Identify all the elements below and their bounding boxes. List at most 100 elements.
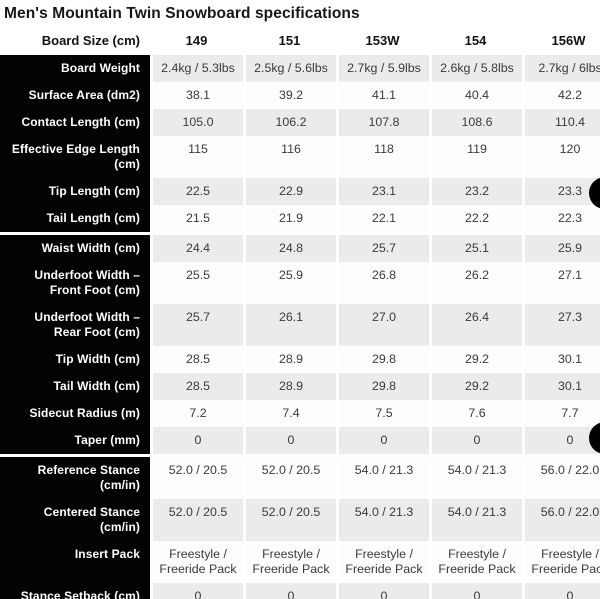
floating-action-button-upper[interactable] xyxy=(589,177,600,209)
row-label: Tail Length (cm) xyxy=(0,205,150,232)
table-row: Reference Stance (cm/in) 52.0 / 20.5 52.0 … xyxy=(0,454,600,499)
row-label: Tip Width (cm) xyxy=(0,346,150,373)
spec-value: 22.3 xyxy=(522,205,600,232)
table-row: Centered Stance (cm/in) 52.0 / 20.5 52.0 /… xyxy=(0,499,600,541)
spec-value: 119 xyxy=(429,136,522,178)
spec-value: 52.0 / 20.5 xyxy=(243,454,336,499)
spec-value: 26.2 xyxy=(429,262,522,304)
spec-value: 120 xyxy=(522,136,600,178)
spec-value: 42.2 xyxy=(522,82,600,109)
spec-value: 7.4 xyxy=(243,400,336,427)
table-row: Taper (mm) 0 0 0 0 0 xyxy=(0,427,600,454)
spec-value: Freestyle / Freeride Pack xyxy=(150,541,243,583)
spec-value: 27.3 xyxy=(522,304,600,346)
row-label: Insert Pack xyxy=(0,541,150,583)
spec-value: 29.8 xyxy=(336,373,429,400)
table-row: Surface Area (dm2) 38.1 39.2 41.1 40.4 42.2 xyxy=(0,82,600,109)
spec-value: 21.5 xyxy=(150,205,243,232)
spec-value: Freestyle / Freeride Pack xyxy=(429,541,522,583)
row-label: Stance Setback (cm) xyxy=(0,583,150,599)
spec-value: 2.4kg / 5.3lbs xyxy=(150,55,243,82)
spec-value: 30.1 xyxy=(522,346,600,373)
table-row: Sidecut Radius (m) 7.2 7.4 7.5 7.6 7.7 xyxy=(0,400,600,427)
spec-value: 0 xyxy=(522,427,600,454)
spec-value: 29.2 xyxy=(429,346,522,373)
row-label: Contact Length (cm) xyxy=(0,109,150,136)
spec-value: 24.8 xyxy=(243,232,336,262)
spec-value: 0 xyxy=(336,427,429,454)
column-header-151: 151 xyxy=(243,27,336,55)
spec-value: 0 xyxy=(243,583,336,599)
spec-value: 22.9 xyxy=(243,178,336,205)
spec-value: 22.1 xyxy=(336,205,429,232)
spec-value: 54.0 / 21.3 xyxy=(429,454,522,499)
spec-value: 7.6 xyxy=(429,400,522,427)
table-row: Tail Length (cm) 21.5 21.9 22.1 22.2 22.3 xyxy=(0,205,600,232)
spec-value: 0 xyxy=(429,427,522,454)
spec-value: 2.7kg / 6lbs xyxy=(522,55,600,82)
row-label: Sidecut Radius (m) xyxy=(0,400,150,427)
spec-value: 2.7kg / 5.9lbs xyxy=(336,55,429,82)
row-label: Waist Width (cm) xyxy=(0,232,150,262)
table-row: Tail Width (cm) 28.5 28.9 29.8 29.2 30.1 xyxy=(0,373,600,400)
column-header-153w: 153W xyxy=(336,27,429,55)
row-label: Board Weight xyxy=(0,55,150,82)
floating-action-button-lower[interactable] xyxy=(589,422,600,454)
spec-value: 118 xyxy=(336,136,429,178)
spec-value: 23.3 xyxy=(522,178,600,205)
spec-value: 28.9 xyxy=(243,346,336,373)
spec-value: 52.0 / 20.5 xyxy=(243,499,336,541)
spec-value: 22.2 xyxy=(429,205,522,232)
spec-value: 54.0 / 21.3 xyxy=(336,454,429,499)
spec-value: 26.1 xyxy=(243,304,336,346)
spec-value: 28.5 xyxy=(150,346,243,373)
spec-value: 25.7 xyxy=(336,232,429,262)
specifications-table: Board Size (cm) 149 151 153W 154 156W Bo… xyxy=(0,27,600,599)
spec-value: 106.2 xyxy=(243,109,336,136)
spec-value: 54.0 / 21.3 xyxy=(429,499,522,541)
spec-value: 0 xyxy=(150,427,243,454)
spec-table-scroll-area[interactable]: Board Size (cm) 149 151 153W 154 156W Bo… xyxy=(0,27,600,599)
column-header-156w: 156W xyxy=(522,27,600,55)
row-label: Surface Area (dm2) xyxy=(0,82,150,109)
spec-value: 108.6 xyxy=(429,109,522,136)
spec-value: 25.9 xyxy=(243,262,336,304)
spec-value: 29.8 xyxy=(336,346,429,373)
spec-value: 2.6kg / 5.8lbs xyxy=(429,55,522,82)
spec-table-body: Board Weight 2.4kg / 5.3lbs 2.5kg / 5.6lbs… xyxy=(0,55,600,599)
row-label: Tip Length (cm) xyxy=(0,178,150,205)
spec-value: 30.1 xyxy=(522,373,600,400)
spec-value: 40.4 xyxy=(429,82,522,109)
spec-value: 22.5 xyxy=(150,178,243,205)
spec-value: 25.7 xyxy=(150,304,243,346)
spec-value: 7.2 xyxy=(150,400,243,427)
table-row: Insert Pack Freestyle / Freeride Pack Free… xyxy=(0,541,600,583)
spec-value: 2.5kg / 5.6lbs xyxy=(243,55,336,82)
row-label: Underfoot Width – Front Foot (cm) xyxy=(0,262,150,304)
spec-value: 29.2 xyxy=(429,373,522,400)
spec-value: 0 xyxy=(336,583,429,599)
spec-value: 56.0 / 22.0 xyxy=(522,499,600,541)
spec-value: 7.5 xyxy=(336,400,429,427)
spec-value: 21.9 xyxy=(243,205,336,232)
header-row: Board Size (cm) 149 151 153W 154 156W xyxy=(0,27,600,55)
spec-value: 0 xyxy=(243,427,336,454)
spec-value: 26.4 xyxy=(429,304,522,346)
column-header-154: 154 xyxy=(429,27,522,55)
spec-value: 23.2 xyxy=(429,178,522,205)
spec-value: 27.0 xyxy=(336,304,429,346)
row-label: Effective Edge Length (cm) xyxy=(0,136,150,178)
table-row: Waist Width (cm) 24.4 24.8 25.7 25.1 25.9 xyxy=(0,232,600,262)
spec-value: 26.8 xyxy=(336,262,429,304)
spec-value: 116 xyxy=(243,136,336,178)
spec-value: 52.0 / 20.5 xyxy=(150,454,243,499)
table-row: Effective Edge Length (cm) 115 116 118 119 12… xyxy=(0,136,600,178)
spec-value: 28.5 xyxy=(150,373,243,400)
spec-value: 0 xyxy=(150,583,243,599)
spec-value: 54.0 / 21.3 xyxy=(336,499,429,541)
spec-value: 7.7 xyxy=(522,400,600,427)
row-label: Centered Stance (cm/in) xyxy=(0,499,150,541)
row-label: Taper (mm) xyxy=(0,427,150,454)
spec-value: 52.0 / 20.5 xyxy=(150,499,243,541)
spec-value: Freestyle / Freeride Pack xyxy=(522,541,600,583)
